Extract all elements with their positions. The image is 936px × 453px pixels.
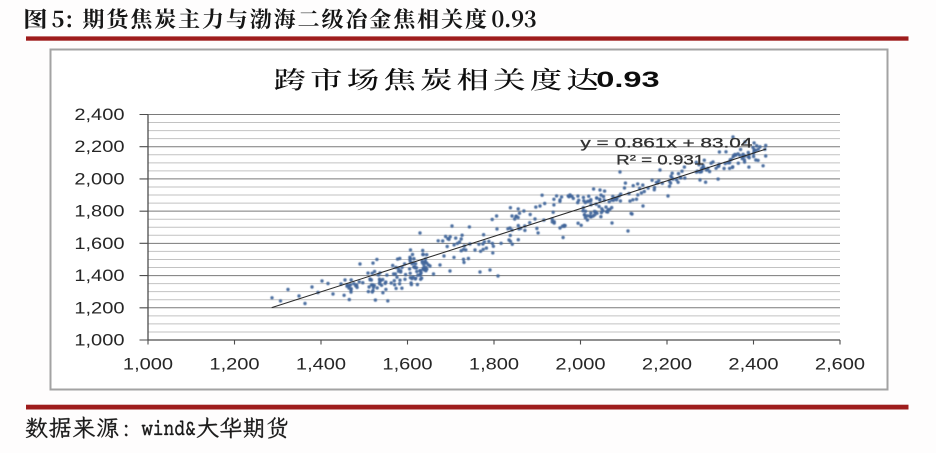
svg-text:2,000: 2,000 [74,169,124,188]
svg-text:2,000: 2,000 [555,354,605,373]
svg-text:1,200: 1,200 [74,298,124,317]
svg-text:1,600: 1,600 [382,354,432,373]
svg-text:1,400: 1,400 [74,266,124,285]
svg-text:0.93: 0.93 [596,67,659,92]
svg-text:1,000: 1,000 [123,354,173,373]
svg-text:2,400: 2,400 [74,104,124,123]
svg-text:1,400: 1,400 [296,354,346,373]
svg-text:1,200: 1,200 [209,354,259,373]
svg-text:1,600: 1,600 [74,233,124,252]
svg-text:2,600: 2,600 [815,354,865,373]
svg-text:y = 0.861x + 83.04: y = 0.861x + 83.04 [580,135,752,150]
svg-text:R² = 0.931: R² = 0.931 [616,153,704,168]
svg-text:2,400: 2,400 [728,354,778,373]
svg-text:1,800: 1,800 [74,201,124,220]
svg-text:1,800: 1,800 [469,354,519,373]
svg-text:1,000: 1,000 [74,330,124,349]
svg-text:2,200: 2,200 [74,137,124,156]
svg-text:2,200: 2,200 [642,354,692,373]
